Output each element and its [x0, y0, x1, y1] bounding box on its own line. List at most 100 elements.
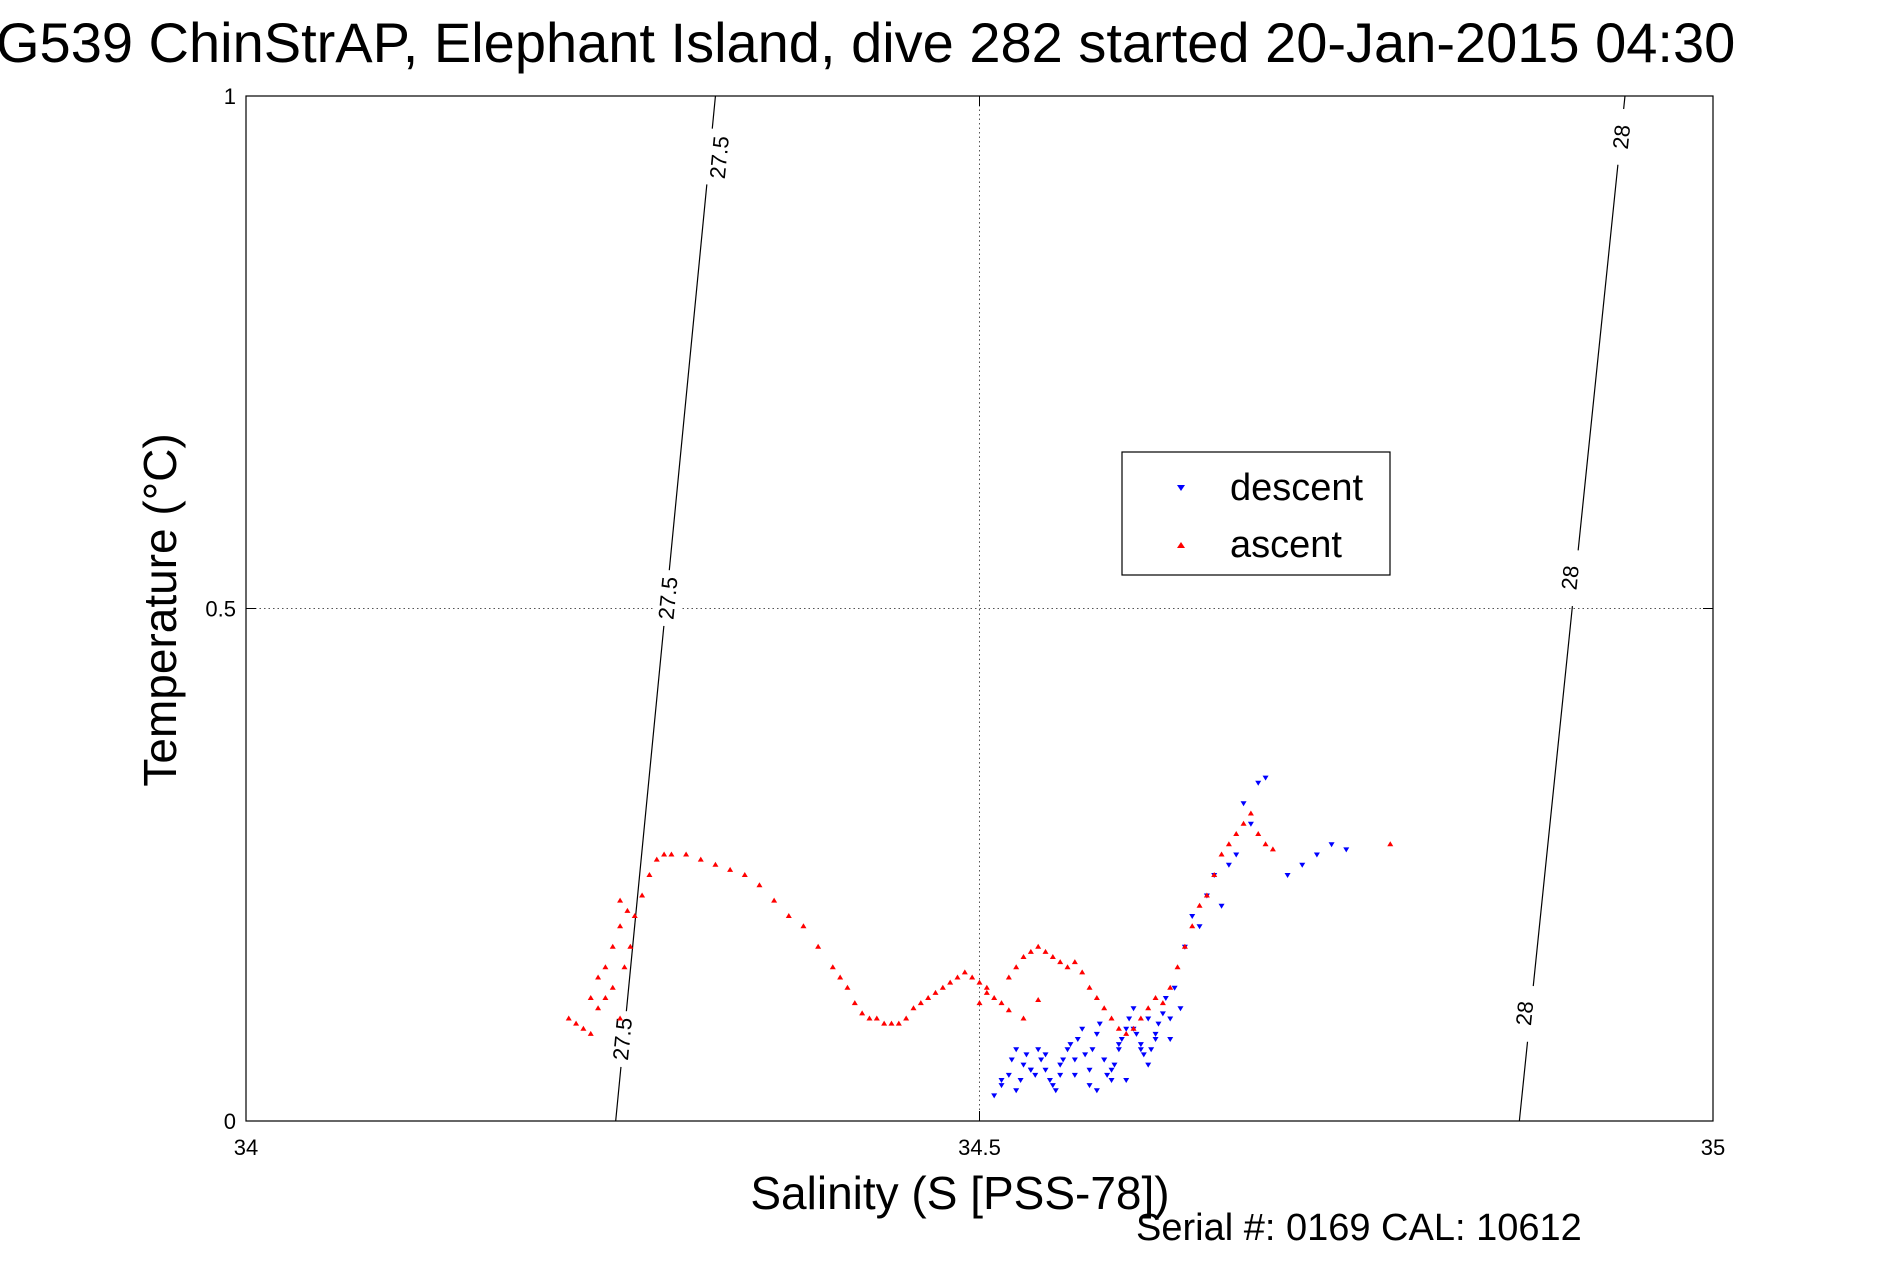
descent-point: [1057, 1062, 1064, 1068]
y-tick-label: 1: [224, 84, 236, 109]
descent-point: [1101, 1057, 1108, 1063]
isopycnal-label-bg: [1607, 107, 1637, 167]
ascent-point: [785, 913, 792, 918]
descent-point: [1104, 1072, 1111, 1078]
descent-point: [1328, 842, 1335, 848]
ascent-point: [1137, 1015, 1144, 1021]
descent-point: [1052, 1088, 1059, 1094]
ascent-point: [587, 1030, 594, 1036]
ascent-point: [617, 923, 624, 929]
ascent-point: [961, 969, 968, 975]
ascent-point: [1387, 841, 1394, 847]
ascent-point: [1020, 954, 1027, 959]
ascent-point: [1225, 841, 1232, 847]
ascent-point: [1181, 943, 1188, 949]
descent-point: [1145, 1062, 1152, 1068]
legend: descent ascent: [1121, 451, 1391, 576]
descent-point: [1145, 1016, 1152, 1022]
isopycnal-label: 27.5: [705, 135, 734, 180]
ascent-point: [1035, 943, 1042, 949]
descent-point: [998, 1083, 1005, 1089]
ascent-point: [866, 1015, 873, 1021]
ascent-point: [1262, 841, 1269, 847]
isopycnal-label-bg: [608, 1009, 638, 1069]
y-tick-label: 0: [224, 1109, 236, 1134]
ascent-point: [624, 907, 631, 913]
descent-point: [1023, 1052, 1030, 1058]
descent-point: [1162, 996, 1169, 1001]
ascent-point: [617, 1015, 624, 1021]
descent-point: [1060, 1057, 1067, 1063]
descent-point: [991, 1093, 998, 1099]
descent-point: [1284, 873, 1291, 878]
descent-point: [1123, 1026, 1130, 1032]
ascent-point: [895, 1020, 902, 1026]
descent-point: [1196, 924, 1203, 930]
descent-point: [1057, 1072, 1064, 1078]
descent-point: [1108, 1078, 1115, 1083]
descent-point: [1093, 1031, 1100, 1037]
descent-point: [1167, 1016, 1174, 1022]
ascent-point: [1042, 948, 1049, 954]
ascent-point: [1269, 846, 1276, 852]
descent-point: [1071, 1057, 1078, 1063]
descent-point: [1082, 1052, 1089, 1058]
descent-point: [1074, 1037, 1081, 1042]
ascent-point: [1020, 1015, 1027, 1021]
descent-point: [1140, 1052, 1147, 1058]
descent-point: [1020, 1062, 1027, 1068]
descent-point: [1152, 1031, 1159, 1037]
ascent-point: [565, 1015, 572, 1021]
descent-point: [1225, 862, 1232, 868]
ascent-point: [653, 856, 660, 862]
isopycnal-label: 28: [1511, 1000, 1538, 1027]
ascent-point: [617, 897, 624, 903]
ascent-point: [917, 1000, 924, 1006]
x-axis-ticks: 34 34.5 35: [234, 96, 1725, 1160]
descent-point: [1133, 1031, 1140, 1037]
ascent-point: [1005, 974, 1012, 980]
isopycnal-label: 28: [1608, 123, 1635, 150]
descent-point: [1313, 852, 1320, 858]
ascent-point: [697, 856, 704, 862]
x-tick-label: 34: [234, 1135, 258, 1160]
y-axis-ticks: 00.51: [205, 84, 1713, 1134]
descent-point: [1038, 1057, 1045, 1063]
ascent-point: [800, 923, 807, 929]
ascent-point: [668, 851, 675, 857]
descent-point: [1159, 1011, 1166, 1017]
descent-point: [1013, 1047, 1020, 1053]
ascent-point: [1152, 995, 1159, 1000]
descent-point: [1111, 1062, 1118, 1068]
ascent-point: [1057, 959, 1064, 965]
ascent-point: [595, 974, 602, 980]
descent-point: [1233, 852, 1240, 858]
ascent-point: [925, 995, 932, 1000]
descent-point: [1067, 1042, 1074, 1048]
x-axis-label: Salinity (S [PSS-78]): [750, 1167, 1169, 1219]
descent-point: [1108, 1067, 1115, 1073]
ascent-point: [998, 1000, 1005, 1006]
ascent-point: [983, 989, 990, 995]
descent-point: [1167, 1037, 1174, 1042]
ascent-point: [602, 964, 609, 970]
descent-point: [1008, 1057, 1015, 1063]
ascent-point: [639, 892, 646, 898]
isopycnal-lines: 27.5 27.5 27.5 28 28 28: [608, 95, 1637, 1122]
descent-point: [1137, 1047, 1144, 1053]
ascent-point: [627, 943, 634, 949]
ascent-point: [1145, 1005, 1152, 1011]
descent-point: [1046, 1078, 1053, 1083]
descent-point: [1086, 1083, 1093, 1089]
ascent-point: [1240, 820, 1247, 826]
descent-point: [1027, 1067, 1034, 1073]
ascent-point: [602, 995, 609, 1000]
ascent-point: [1064, 964, 1071, 970]
ascent-point: [1093, 995, 1100, 1000]
isopycnal-label-bg: [1555, 548, 1586, 607]
ascent-point: [1255, 831, 1262, 836]
ascent-point: [1013, 964, 1020, 970]
descent-point: [1189, 914, 1196, 919]
ascent-point: [1211, 872, 1218, 877]
ascent-point: [954, 974, 961, 980]
